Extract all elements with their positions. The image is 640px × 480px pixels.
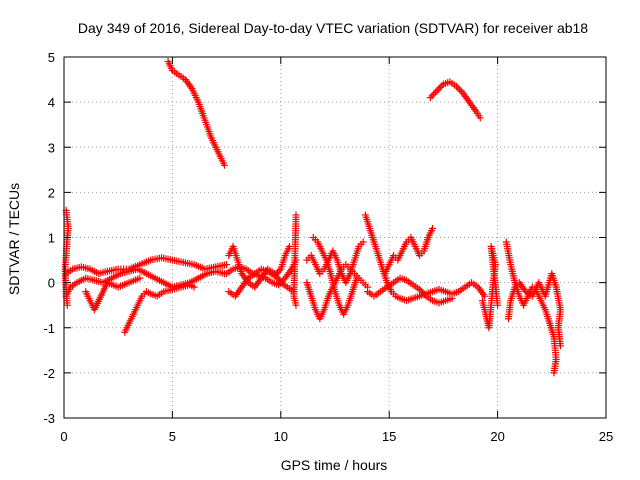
data-point-interp bbox=[278, 277, 286, 285]
y-tick-label: 0 bbox=[48, 276, 55, 291]
data-point-interp bbox=[428, 92, 436, 100]
y-tick-label: -1 bbox=[43, 321, 55, 336]
axis-ticks: 0 5 10 15 20 25 -3 -2 -1 0 1 2 3 4 5 bbox=[43, 50, 613, 444]
data-point-interp bbox=[436, 83, 444, 91]
data-point bbox=[359, 238, 367, 246]
y-tick-label: -2 bbox=[43, 366, 55, 381]
data-point bbox=[220, 161, 228, 169]
data-point-interp bbox=[417, 287, 425, 295]
data-point bbox=[433, 87, 441, 95]
data-point-interp bbox=[454, 84, 462, 92]
data-point bbox=[63, 301, 71, 309]
data-point bbox=[292, 301, 300, 309]
data-point-interp bbox=[274, 268, 282, 276]
x-tick-label: 25 bbox=[599, 429, 613, 444]
data-point-interp bbox=[420, 290, 428, 298]
data-point bbox=[136, 274, 144, 282]
data-point bbox=[429, 224, 437, 232]
data-point-interp bbox=[272, 270, 280, 278]
y-tick-label: 1 bbox=[48, 231, 55, 246]
data-point bbox=[270, 272, 278, 280]
data-point bbox=[481, 292, 489, 300]
data-point bbox=[550, 369, 558, 377]
chart-title: Day 349 of 2016, Sidereal Day-to-day VTE… bbox=[78, 20, 588, 36]
data-point bbox=[223, 261, 231, 269]
y-axis-label: SDTVAR / TECUs bbox=[6, 183, 22, 295]
y-tick-label: -3 bbox=[43, 411, 55, 426]
data-point-interp bbox=[438, 82, 446, 90]
data-point-interp bbox=[456, 86, 464, 94]
gridlines bbox=[64, 57, 606, 418]
x-tick-label: 10 bbox=[274, 429, 288, 444]
data-point bbox=[275, 281, 283, 289]
y-tick-label: 4 bbox=[48, 95, 55, 110]
data-point bbox=[476, 114, 484, 122]
y-tick-label: 2 bbox=[48, 185, 55, 200]
x-tick-label: 5 bbox=[169, 429, 176, 444]
data-point bbox=[353, 274, 361, 282]
data-points bbox=[61, 58, 564, 377]
data-point-interp bbox=[435, 85, 443, 93]
data-point-interp bbox=[419, 289, 427, 297]
data-point bbox=[426, 94, 434, 102]
x-axis-label: GPS time / hours bbox=[281, 457, 388, 473]
data-point bbox=[416, 285, 424, 293]
data-point bbox=[556, 342, 564, 350]
x-tick-label: 15 bbox=[382, 429, 396, 444]
y-tick-label: 5 bbox=[48, 50, 55, 65]
data-point bbox=[452, 82, 460, 90]
data-point bbox=[448, 294, 456, 302]
x-tick-label: 0 bbox=[60, 429, 67, 444]
data-point-interp bbox=[430, 90, 438, 98]
data-point bbox=[494, 301, 502, 309]
x-tick-label: 20 bbox=[490, 429, 504, 444]
data-point-interp bbox=[431, 89, 439, 97]
y-tick-label: 3 bbox=[48, 140, 55, 155]
data-point-interp bbox=[275, 267, 283, 275]
data-point bbox=[190, 283, 198, 291]
data-point-interp bbox=[276, 279, 284, 287]
